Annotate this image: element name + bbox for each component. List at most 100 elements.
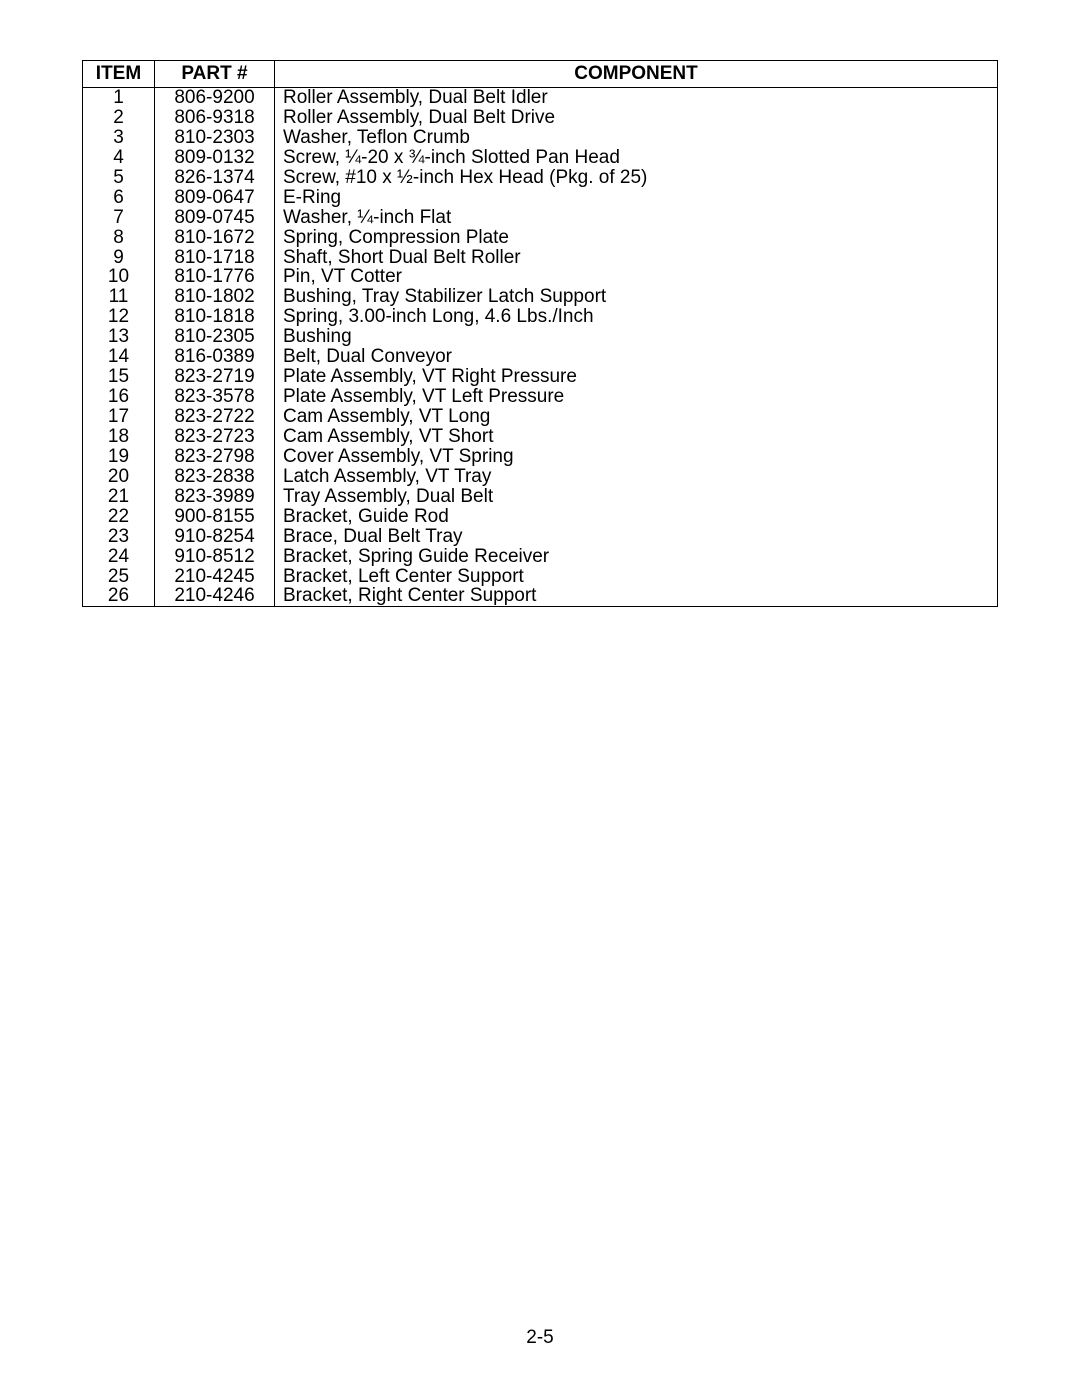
cell-part: 810-1802	[155, 287, 275, 307]
cell-component: Bushing, Tray Stabilizer Latch Support	[275, 287, 998, 307]
cell-part: 810-2303	[155, 128, 275, 148]
table-row: 24910-8512Bracket, Spring Guide Receiver	[83, 547, 998, 567]
cell-component: Belt, Dual Conveyor	[275, 347, 998, 367]
cell-part: 810-1818	[155, 307, 275, 327]
cell-item: 22	[83, 507, 155, 527]
cell-component: Bracket, Left Center Support	[275, 567, 998, 587]
cell-part: 823-2719	[155, 367, 275, 387]
cell-item: 2	[83, 108, 155, 128]
cell-component: Brace, Dual Belt Tray	[275, 527, 998, 547]
cell-item: 26	[83, 586, 155, 606]
cell-part: 806-9318	[155, 108, 275, 128]
cell-item: 3	[83, 128, 155, 148]
cell-item: 20	[83, 467, 155, 487]
cell-item: 19	[83, 447, 155, 467]
cell-component: Cam Assembly, VT Long	[275, 407, 998, 427]
cell-component: Spring, Compression Plate	[275, 228, 998, 248]
cell-component: Cover Assembly, VT Spring	[275, 447, 998, 467]
cell-part: 810-2305	[155, 327, 275, 347]
cell-item: 18	[83, 427, 155, 447]
cell-component: Washer, ¼-inch Flat	[275, 208, 998, 228]
cell-part: 806-9200	[155, 88, 275, 108]
cell-item: 24	[83, 547, 155, 567]
cell-part: 823-2838	[155, 467, 275, 487]
cell-part: 809-0647	[155, 188, 275, 208]
cell-component: Latch Assembly, VT Tray	[275, 467, 998, 487]
table-row: 6809-0647E-Ring	[83, 188, 998, 208]
table-row: 4809-0132Screw, ¼-20 x ¾-inch Slotted Pa…	[83, 148, 998, 168]
header-item: ITEM	[83, 61, 155, 88]
cell-part: 809-0745	[155, 208, 275, 228]
table-row: 17823-2722Cam Assembly, VT Long	[83, 407, 998, 427]
table-row: 3810-2303Washer, Teflon Crumb	[83, 128, 998, 148]
table-row: 20823-2838Latch Assembly, VT Tray	[83, 467, 998, 487]
cell-part: 809-0132	[155, 148, 275, 168]
parts-table: ITEM PART # COMPONENT 1806-9200Roller As…	[82, 60, 998, 607]
cell-item: 4	[83, 148, 155, 168]
cell-item: 15	[83, 367, 155, 387]
cell-item: 25	[83, 567, 155, 587]
table-row: 14816-0389Belt, Dual Conveyor	[83, 347, 998, 367]
cell-component: Bushing	[275, 327, 998, 347]
cell-part: 823-3989	[155, 487, 275, 507]
table-row: 16823-3578Plate Assembly, VT Left Pressu…	[83, 387, 998, 407]
header-component: COMPONENT	[275, 61, 998, 88]
cell-item: 16	[83, 387, 155, 407]
cell-part: 810-1776	[155, 267, 275, 287]
table-row: 12810-1818Spring, 3.00-inch Long, 4.6 Lb…	[83, 307, 998, 327]
table-row: 2806-9318Roller Assembly, Dual Belt Driv…	[83, 108, 998, 128]
cell-component: Screw, #10 x ½-inch Hex Head (Pkg. of 25…	[275, 168, 998, 188]
cell-item: 11	[83, 287, 155, 307]
cell-part: 826-1374	[155, 168, 275, 188]
table-row: 25210-4245Bracket, Left Center Support	[83, 567, 998, 587]
cell-component: Tray Assembly, Dual Belt	[275, 487, 998, 507]
cell-part: 210-4245	[155, 567, 275, 587]
table-header-row: ITEM PART # COMPONENT	[83, 61, 998, 88]
cell-component: Bracket, Spring Guide Receiver	[275, 547, 998, 567]
cell-part: 900-8155	[155, 507, 275, 527]
cell-part: 210-4246	[155, 586, 275, 606]
header-part: PART #	[155, 61, 275, 88]
cell-item: 14	[83, 347, 155, 367]
cell-item: 12	[83, 307, 155, 327]
cell-part: 810-1672	[155, 228, 275, 248]
table-body: 1806-9200Roller Assembly, Dual Belt Idle…	[83, 88, 998, 607]
cell-component: Bracket, Right Center Support	[275, 586, 998, 606]
cell-item: 13	[83, 327, 155, 347]
cell-component: Plate Assembly, VT Left Pressure	[275, 387, 998, 407]
cell-item: 8	[83, 228, 155, 248]
table-row: 7809-0745Washer, ¼-inch Flat	[83, 208, 998, 228]
table-row: 11810-1802Bushing, Tray Stabilizer Latch…	[83, 287, 998, 307]
cell-component: Screw, ¼-20 x ¾-inch Slotted Pan Head	[275, 148, 998, 168]
cell-component: Spring, 3.00-inch Long, 4.6 Lbs./Inch	[275, 307, 998, 327]
cell-component: Washer, Teflon Crumb	[275, 128, 998, 148]
cell-item: 9	[83, 248, 155, 268]
table-row: 1806-9200Roller Assembly, Dual Belt Idle…	[83, 88, 998, 108]
table-row: 19823-2798Cover Assembly, VT Spring	[83, 447, 998, 467]
cell-item: 5	[83, 168, 155, 188]
cell-component: Plate Assembly, VT Right Pressure	[275, 367, 998, 387]
cell-item: 6	[83, 188, 155, 208]
page-container: ITEM PART # COMPONENT 1806-9200Roller As…	[0, 0, 1080, 607]
table-row: 5826-1374Screw, #10 x ½-inch Hex Head (P…	[83, 168, 998, 188]
cell-part: 823-2798	[155, 447, 275, 467]
cell-component: Roller Assembly, Dual Belt Idler	[275, 88, 998, 108]
page-number: 2-5	[0, 1327, 1080, 1349]
table-row: 18823-2723Cam Assembly, VT Short	[83, 427, 998, 447]
table-row: 13810-2305Bushing	[83, 327, 998, 347]
table-row: 22900-8155Bracket, Guide Rod	[83, 507, 998, 527]
cell-item: 17	[83, 407, 155, 427]
cell-part: 810-1718	[155, 248, 275, 268]
cell-item: 1	[83, 88, 155, 108]
cell-part: 823-2722	[155, 407, 275, 427]
cell-part: 823-3578	[155, 387, 275, 407]
cell-part: 823-2723	[155, 427, 275, 447]
cell-component: Roller Assembly, Dual Belt Drive	[275, 108, 998, 128]
table-row: 15823-2719Plate Assembly, VT Right Press…	[83, 367, 998, 387]
table-row: 21823-3989Tray Assembly, Dual Belt	[83, 487, 998, 507]
table-row: 9810-1718Shaft, Short Dual Belt Roller	[83, 248, 998, 268]
table-row: 23910-8254Brace, Dual Belt Tray	[83, 527, 998, 547]
cell-part: 910-8512	[155, 547, 275, 567]
cell-component: Shaft, Short Dual Belt Roller	[275, 248, 998, 268]
table-row: 26210-4246Bracket, Right Center Support	[83, 586, 998, 606]
